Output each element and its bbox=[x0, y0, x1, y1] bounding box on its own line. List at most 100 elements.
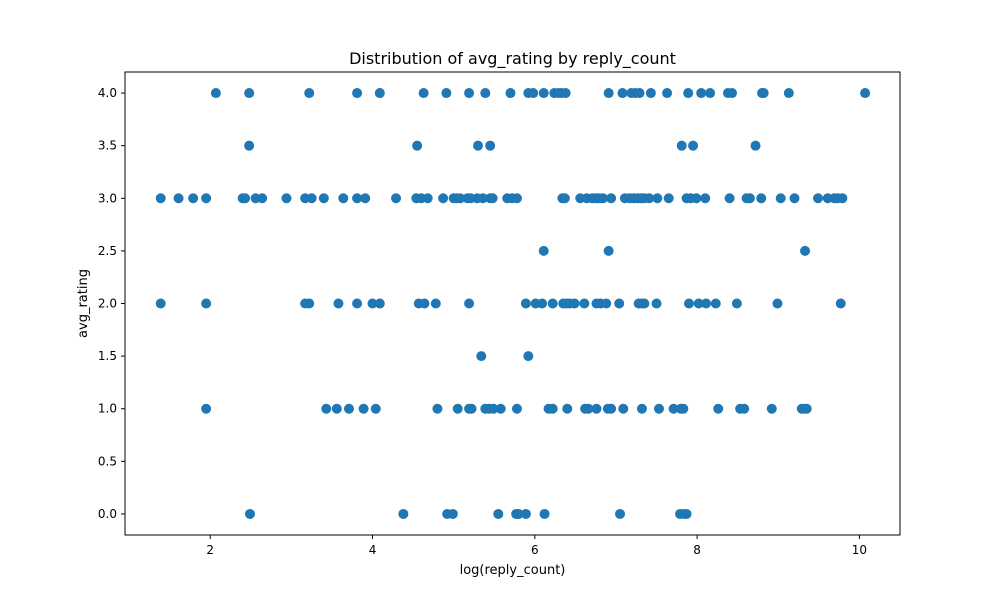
data-point bbox=[583, 403, 594, 414]
data-point bbox=[560, 88, 571, 99]
data-point bbox=[476, 351, 487, 362]
data-point bbox=[724, 193, 735, 204]
data-point bbox=[466, 403, 477, 414]
data-point bbox=[603, 88, 614, 99]
data-point bbox=[579, 298, 590, 309]
data-point bbox=[766, 403, 777, 414]
data-point bbox=[155, 298, 166, 309]
data-point bbox=[684, 298, 695, 309]
data-point bbox=[617, 88, 628, 99]
data-points bbox=[155, 88, 871, 519]
y-tick-label: 1.0 bbox=[98, 402, 117, 416]
data-point bbox=[477, 193, 488, 204]
data-point bbox=[653, 403, 664, 414]
data-point bbox=[645, 88, 656, 99]
data-point bbox=[615, 508, 626, 519]
data-point bbox=[538, 88, 549, 99]
x-axis-label: log(reply_count) bbox=[460, 563, 566, 578]
data-point bbox=[352, 298, 363, 309]
data-point bbox=[537, 298, 548, 309]
data-point bbox=[772, 298, 783, 309]
data-point bbox=[618, 403, 629, 414]
data-point bbox=[201, 193, 212, 204]
data-point bbox=[710, 298, 721, 309]
data-point bbox=[705, 88, 716, 99]
data-point bbox=[358, 403, 369, 414]
data-point bbox=[528, 88, 539, 99]
data-point bbox=[700, 193, 711, 204]
data-point bbox=[418, 88, 429, 99]
data-point bbox=[691, 193, 702, 204]
x-tick-label: 4 bbox=[369, 543, 377, 557]
y-axis-label: avg_rating bbox=[76, 269, 91, 338]
data-point bbox=[606, 193, 617, 204]
data-point bbox=[683, 88, 694, 99]
data-point bbox=[244, 508, 255, 519]
data-point bbox=[727, 88, 738, 99]
data-point bbox=[547, 298, 558, 309]
data-point bbox=[603, 245, 614, 256]
data-point bbox=[678, 403, 689, 414]
data-point bbox=[333, 298, 344, 309]
data-point bbox=[201, 403, 212, 414]
y-tick-label: 2.0 bbox=[98, 297, 117, 311]
data-point bbox=[432, 403, 443, 414]
data-point bbox=[591, 403, 602, 414]
data-point bbox=[488, 403, 499, 414]
data-point bbox=[452, 403, 463, 414]
data-point bbox=[601, 298, 612, 309]
data-point bbox=[662, 88, 673, 99]
data-point bbox=[244, 140, 255, 151]
data-point bbox=[173, 193, 184, 204]
data-point bbox=[367, 298, 378, 309]
x-axis-ticks: 2 4 6 8 10 bbox=[206, 535, 867, 557]
data-point bbox=[639, 298, 650, 309]
data-point bbox=[352, 193, 363, 204]
data-point bbox=[634, 88, 645, 99]
data-point bbox=[520, 298, 531, 309]
data-point bbox=[696, 88, 707, 99]
data-point bbox=[495, 403, 506, 414]
data-point bbox=[547, 403, 558, 414]
data-point bbox=[523, 351, 534, 362]
data-point bbox=[438, 193, 449, 204]
data-point bbox=[240, 193, 251, 204]
data-point bbox=[713, 403, 724, 414]
data-point bbox=[775, 193, 786, 204]
data-point bbox=[676, 140, 687, 151]
chart-title: Distribution of avg_rating by reply_coun… bbox=[349, 49, 676, 69]
data-point bbox=[155, 193, 166, 204]
data-point bbox=[505, 88, 516, 99]
data-point bbox=[422, 193, 433, 204]
data-point bbox=[360, 193, 371, 204]
data-point bbox=[398, 508, 409, 519]
data-point bbox=[837, 193, 848, 204]
data-point bbox=[441, 88, 452, 99]
data-point bbox=[801, 403, 812, 414]
data-point bbox=[800, 245, 811, 256]
x-tick-label: 6 bbox=[531, 543, 539, 557]
data-point bbox=[750, 140, 761, 151]
data-point bbox=[652, 193, 663, 204]
data-point bbox=[391, 193, 402, 204]
data-point bbox=[693, 298, 704, 309]
data-point bbox=[352, 88, 363, 99]
plot-frame bbox=[124, 71, 901, 536]
data-point bbox=[813, 193, 824, 204]
data-point bbox=[701, 298, 712, 309]
y-tick-label: 1.5 bbox=[98, 349, 117, 363]
data-point bbox=[188, 193, 199, 204]
x-tick-label: 10 bbox=[852, 543, 867, 557]
data-point bbox=[464, 88, 475, 99]
data-point bbox=[688, 140, 699, 151]
data-point bbox=[569, 298, 580, 309]
y-tick-label: 2.5 bbox=[98, 244, 117, 258]
data-point bbox=[257, 193, 268, 204]
data-point bbox=[520, 508, 531, 519]
data-point bbox=[597, 193, 608, 204]
x-tick-label: 8 bbox=[693, 543, 701, 557]
data-point bbox=[539, 508, 550, 519]
data-point bbox=[559, 193, 570, 204]
data-point bbox=[731, 298, 742, 309]
